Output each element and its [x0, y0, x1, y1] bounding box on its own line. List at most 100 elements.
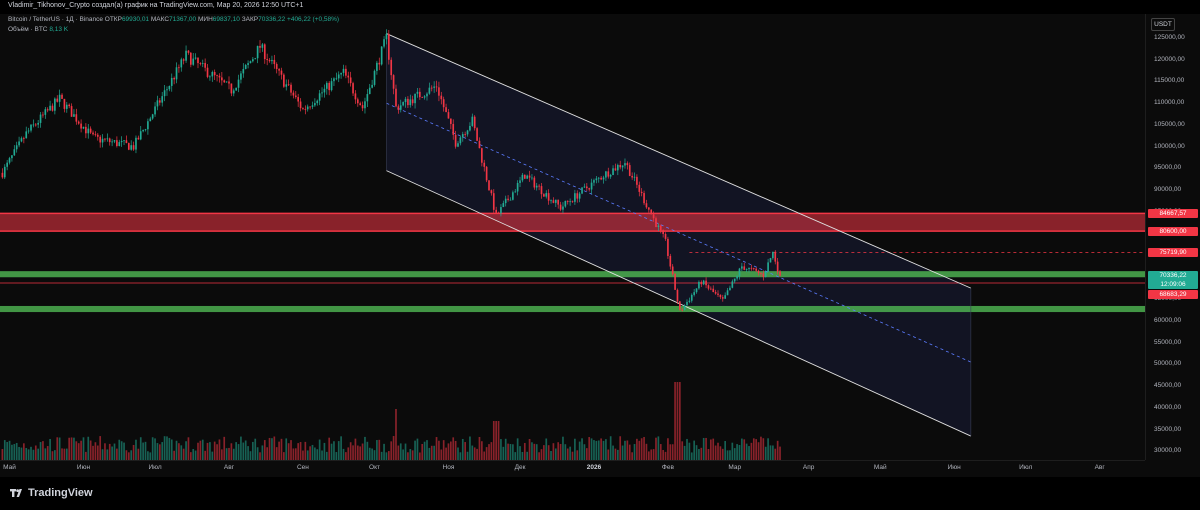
- candle-body: [39, 114, 42, 123]
- candle-body: [428, 87, 431, 94]
- candle-body: [543, 194, 545, 197]
- volume-bar: [502, 446, 505, 460]
- volume-bar: [743, 439, 746, 460]
- x-tick-label: Ноя: [442, 464, 455, 471]
- price-plot-area[interactable]: [0, 14, 1145, 460]
- volume-bar: [428, 447, 431, 460]
- candle-body: [433, 86, 435, 88]
- volume-bar: [68, 437, 71, 460]
- candle-body: [211, 72, 214, 77]
- volume-bar: [283, 452, 285, 460]
- candle-body: [729, 287, 731, 291]
- candle-body: [228, 81, 230, 84]
- current-price-value: 70336,22: [1159, 272, 1187, 280]
- volume-bar: [459, 452, 462, 460]
- volume-bar: [478, 436, 481, 460]
- volume-legend[interactable]: Объём · BTC 8,13 K: [8, 26, 68, 33]
- candle-body: [349, 77, 352, 84]
- volume-bar: [652, 449, 655, 460]
- candle-body: [154, 106, 156, 115]
- volume-bar: [49, 438, 51, 460]
- candle-body: [721, 297, 724, 299]
- volume-bar: [693, 440, 695, 460]
- volume-bar: [287, 443, 290, 460]
- volume-bar: [1, 449, 4, 460]
- resistance-zone: [0, 213, 1145, 232]
- tradingview-logo-text: TradingView: [28, 487, 93, 499]
- price-chart-svg[interactable]: [0, 14, 1145, 460]
- candle-body: [757, 270, 760, 274]
- volume-bar: [454, 440, 457, 460]
- volume-label[interactable]: Объём · BTC: [8, 26, 48, 33]
- volume-bar: [464, 442, 466, 460]
- candle-body: [552, 200, 555, 203]
- candle-body: [595, 178, 598, 181]
- volume-bar: [244, 440, 247, 460]
- candle-body: [600, 177, 602, 180]
- volume-bar: [216, 444, 218, 460]
- candle-body: [452, 123, 455, 135]
- volume-bar: [526, 451, 529, 460]
- volume-bar: [736, 444, 738, 460]
- candle-body: [385, 33, 388, 40]
- volume-bar: [476, 448, 478, 460]
- volume-bar: [149, 452, 152, 460]
- price-axis[interactable]: 125000,00 120000,00 115000,00 110000,00 1050…: [1145, 14, 1200, 460]
- candle-body: [664, 233, 667, 239]
- candle-body: [185, 50, 187, 61]
- candle-body: [650, 209, 653, 215]
- candle-body: [597, 177, 600, 179]
- volume-bar: [774, 448, 777, 460]
- volume-bar: [681, 441, 684, 460]
- open-value: 69930,01: [121, 16, 150, 23]
- currency-button[interactable]: USDT: [1151, 18, 1175, 31]
- candle-body: [593, 180, 595, 183]
- candle-body: [345, 68, 347, 76]
- candle-body: [333, 78, 335, 82]
- volume-bar: [779, 446, 781, 460]
- candle-body: [700, 281, 703, 285]
- volume-bar: [347, 447, 350, 460]
- time-axis[interactable]: Май Июн Июл Авг Сен Окт Ноя Дек 2026 Фев Мар Апр Май…: [0, 460, 1145, 477]
- volume-bar: [469, 436, 471, 460]
- candle-body: [450, 118, 452, 124]
- candle-body: [163, 90, 166, 97]
- candle-body: [652, 214, 655, 219]
- symbol-legend[interactable]: Bitcoin / TetherUS · 1Д · Binance ОТКР69…: [8, 16, 339, 23]
- volume-bar: [712, 438, 715, 460]
- channel-fill: [386, 33, 971, 437]
- candle-body: [769, 258, 772, 263]
- candle-body: [275, 64, 278, 70]
- y-tick-label: 40000,00: [1154, 403, 1182, 411]
- tradingview-logo[interactable]: TradingView: [10, 487, 93, 499]
- candle-body: [395, 88, 397, 107]
- candle-body: [583, 186, 586, 188]
- volume-bar: [15, 442, 18, 460]
- candle-body: [454, 134, 457, 147]
- volume-bar: [75, 441, 78, 460]
- volume-bar: [37, 448, 40, 460]
- candle-body: [643, 193, 645, 204]
- candle-body: [249, 61, 252, 64]
- volume-bar: [457, 447, 459, 460]
- volume-bar: [356, 445, 359, 460]
- symbol-name[interactable]: Bitcoin / TetherUS · 1Д · Binance: [8, 16, 103, 23]
- candle-body: [688, 300, 691, 302]
- volume-bar: [235, 442, 237, 460]
- volume-bar: [199, 440, 202, 460]
- candle-body: [469, 125, 471, 131]
- candle-body: [760, 273, 762, 274]
- volume-bar: [89, 440, 92, 460]
- volume-bar: [275, 447, 278, 460]
- candle-body: [483, 162, 486, 167]
- x-tick-label: Окт: [369, 464, 380, 471]
- volume-bar: [44, 448, 47, 460]
- candle-body: [471, 116, 474, 126]
- volume-bar: [519, 446, 521, 460]
- volume-bar: [261, 445, 264, 460]
- candle-body: [383, 39, 385, 47]
- candle-body: [178, 67, 180, 69]
- candle-body: [726, 290, 729, 296]
- volume-bar: [73, 437, 75, 460]
- volume-bar: [285, 438, 288, 460]
